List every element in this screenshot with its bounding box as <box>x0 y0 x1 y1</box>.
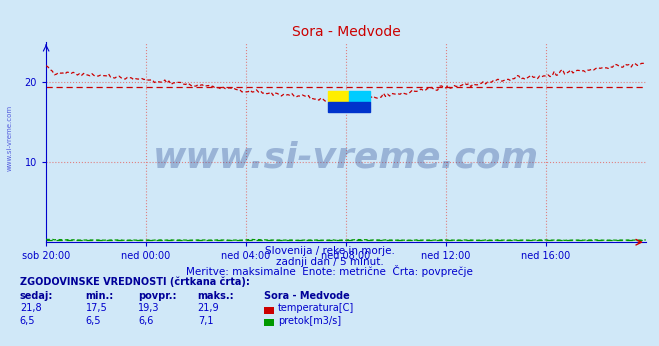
Text: 21,8: 21,8 <box>20 303 42 313</box>
Text: 6,5: 6,5 <box>20 316 36 326</box>
Bar <box>328 91 349 102</box>
Text: 6,6: 6,6 <box>138 316 154 326</box>
Text: 6,5: 6,5 <box>86 316 101 326</box>
Text: 21,9: 21,9 <box>198 303 219 313</box>
Text: zadnji dan / 5 minut.: zadnji dan / 5 minut. <box>275 257 384 267</box>
Text: www.si-vreme.com: www.si-vreme.com <box>153 141 539 175</box>
Text: 17,5: 17,5 <box>86 303 107 313</box>
Bar <box>349 91 370 102</box>
Text: sedaj:: sedaj: <box>20 291 53 301</box>
Text: 7,1: 7,1 <box>198 316 214 326</box>
Text: Slovenija / reke in morje.: Slovenija / reke in morje. <box>264 246 395 256</box>
Bar <box>328 102 370 112</box>
Text: www.si-vreme.com: www.si-vreme.com <box>7 105 13 172</box>
Text: maks.:: maks.: <box>198 291 235 301</box>
Title: Sora - Medvode: Sora - Medvode <box>291 25 401 39</box>
Text: pretok[m3/s]: pretok[m3/s] <box>278 316 341 326</box>
Text: Sora - Medvode: Sora - Medvode <box>264 291 349 301</box>
Text: Meritve: maksimalne  Enote: metrične  Črta: povprečje: Meritve: maksimalne Enote: metrične Črta… <box>186 265 473 277</box>
Text: min.:: min.: <box>86 291 114 301</box>
Text: temperatura[C]: temperatura[C] <box>278 303 355 313</box>
Text: 19,3: 19,3 <box>138 303 160 313</box>
Text: povpr.:: povpr.: <box>138 291 177 301</box>
Text: ZGODOVINSKE VREDNOSTI (črtkana črta):: ZGODOVINSKE VREDNOSTI (črtkana črta): <box>20 277 250 288</box>
